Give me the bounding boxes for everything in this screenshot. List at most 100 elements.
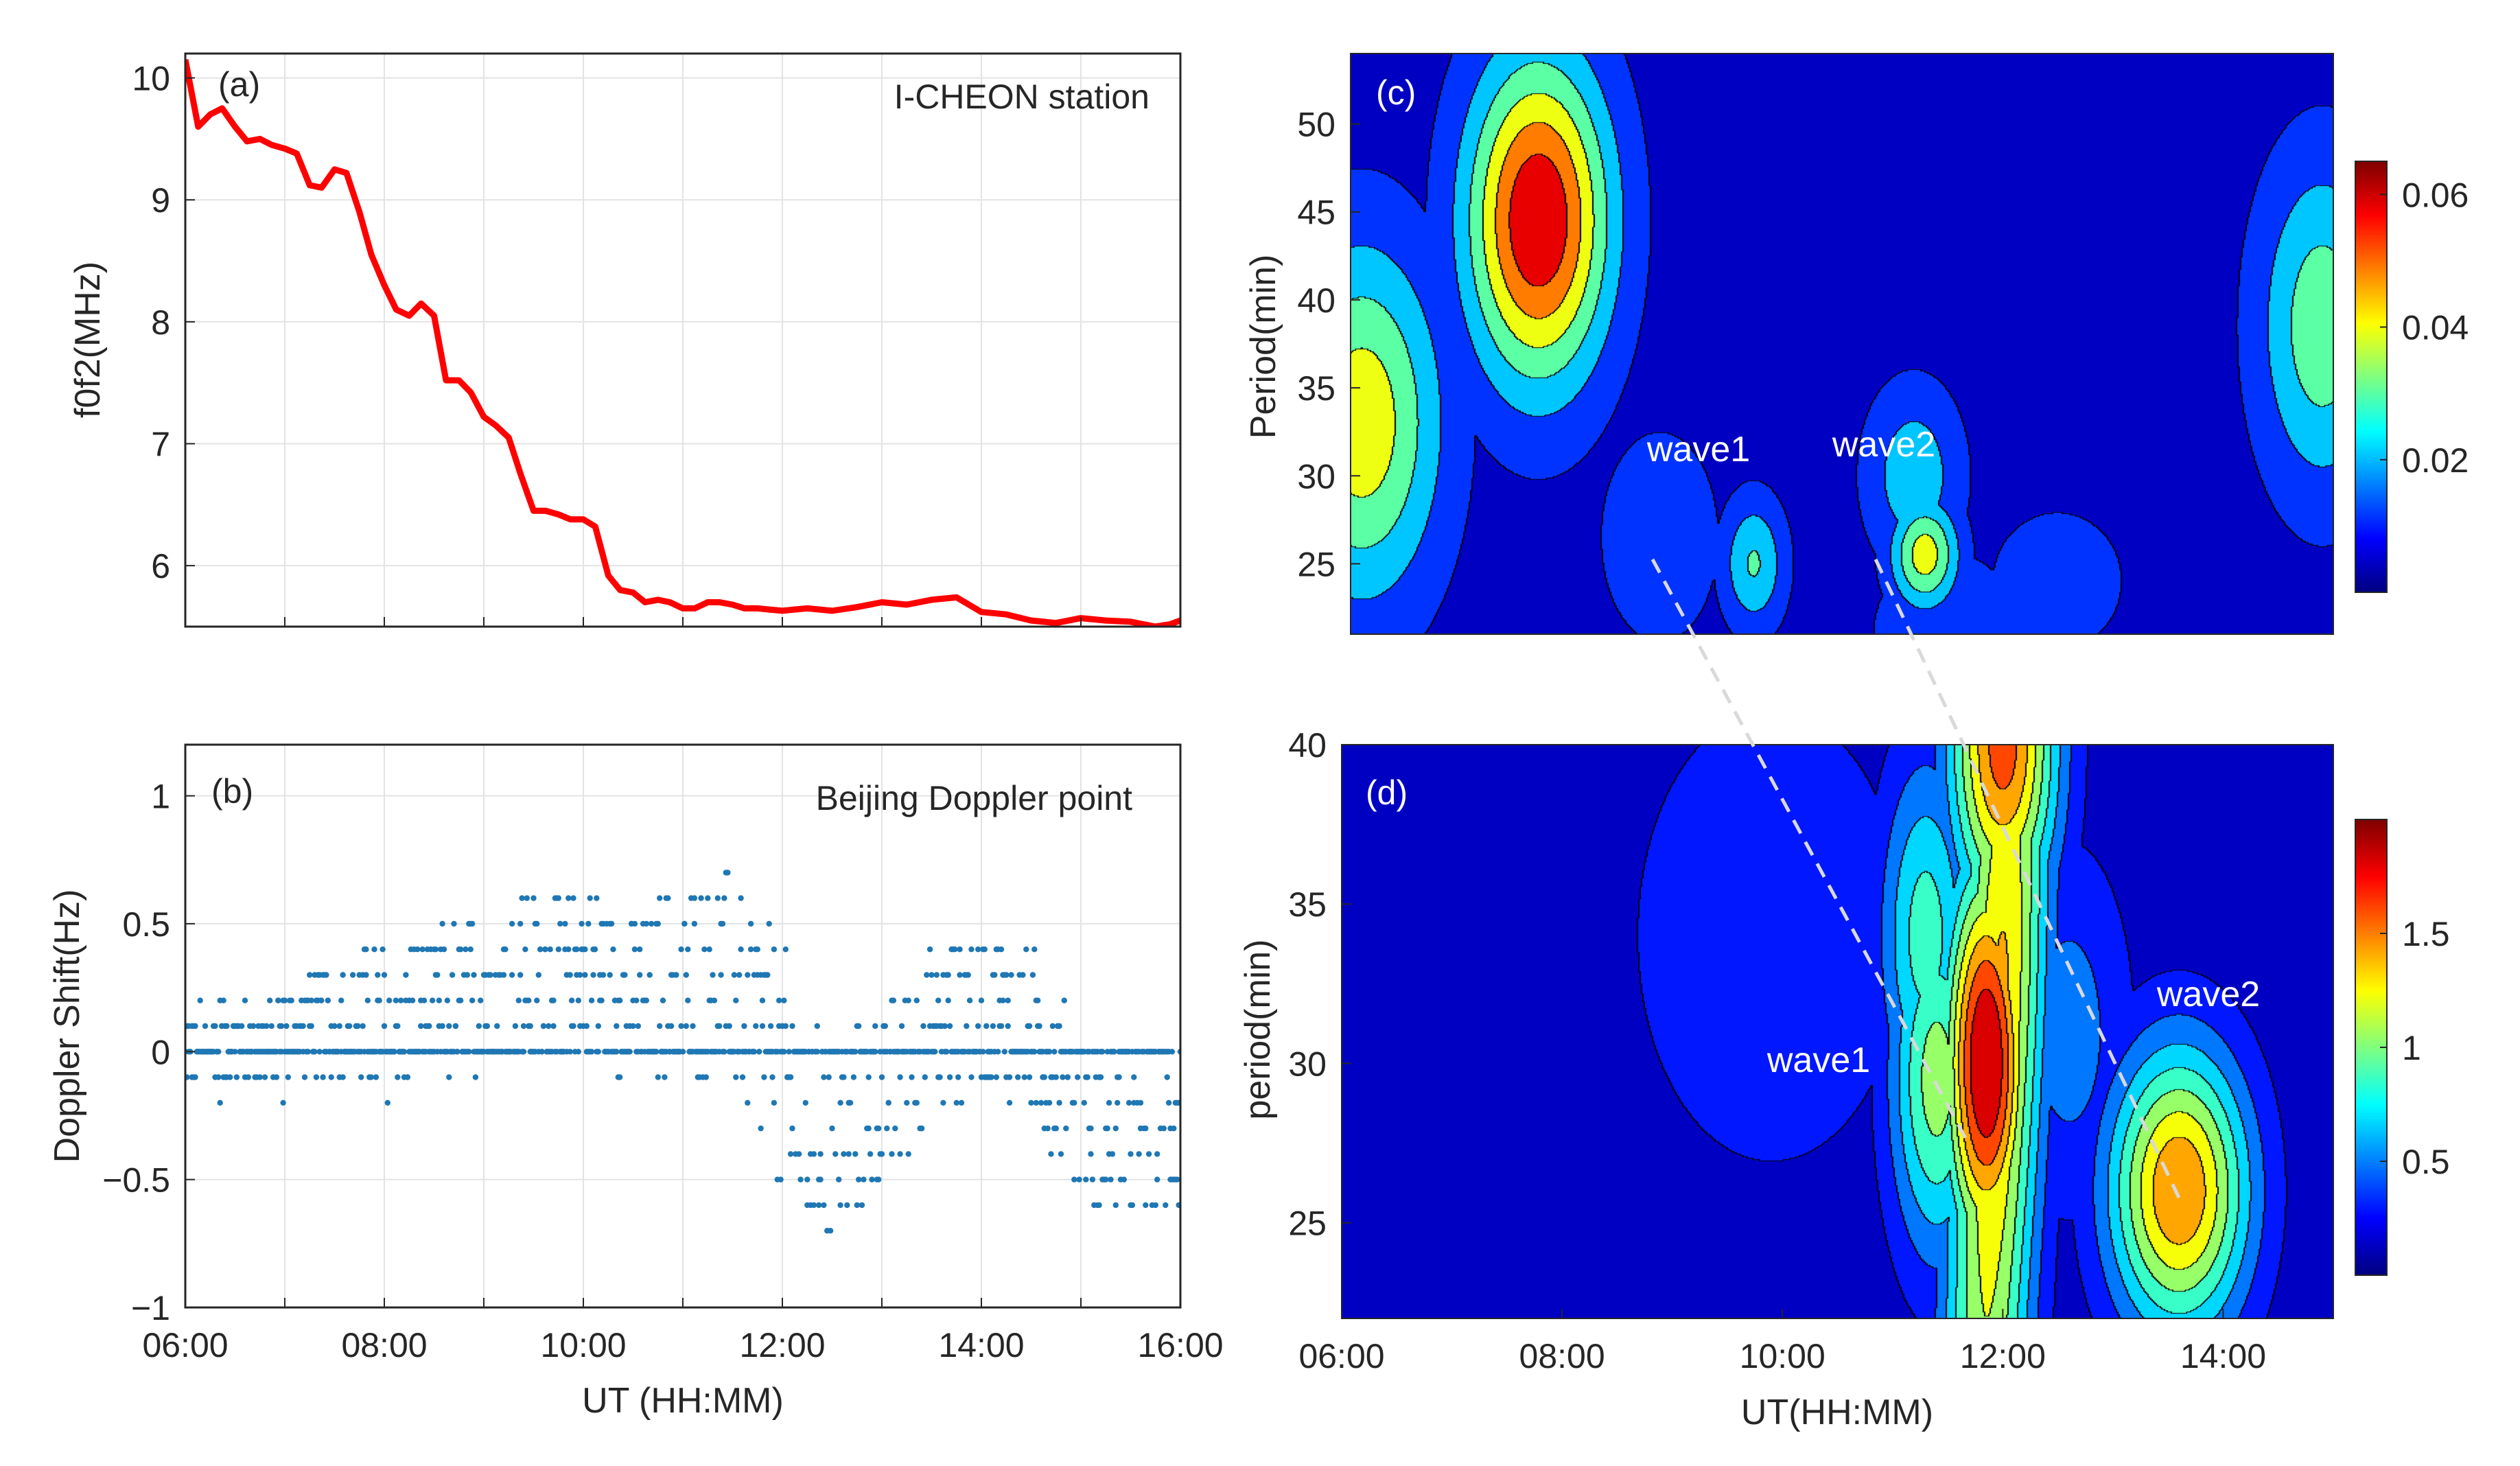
doppler-point [610, 946, 616, 953]
doppler-point [429, 997, 436, 1003]
doppler-point [1000, 997, 1006, 1003]
doppler-point [1021, 1074, 1028, 1080]
doppler-point [769, 1074, 775, 1080]
wave2-label-d: wave2 [2156, 975, 2260, 1014]
y-tick-label-c: 30 [1297, 457, 1335, 496]
ticks-b: 06:00 08:00 10:00 12:00 14:00 16:00 1 0.5 0 −0.5 −… [102, 778, 1223, 1364]
y-tick-label-c: 40 [1297, 281, 1335, 320]
x-tick-label-b: 08:00 [341, 1326, 427, 1364]
doppler-point [990, 1023, 996, 1029]
doppler-point [583, 1023, 590, 1029]
axes-box-c [1350, 53, 2334, 635]
contour-map-d [1342, 745, 2333, 1318]
doppler-point [305, 1049, 311, 1055]
doppler-point [653, 1049, 660, 1055]
doppler-point [273, 1074, 280, 1080]
doppler-point [467, 946, 474, 953]
ticks-a: 6 7 8 9 10 [132, 60, 1181, 627]
doppler-point [1001, 1049, 1008, 1055]
doppler-point [595, 1049, 601, 1055]
doppler-point [192, 1023, 198, 1029]
doppler-point [215, 1074, 222, 1080]
doppler-point [814, 1049, 821, 1055]
panel-label-b: (b) [211, 772, 253, 811]
doppler-point [185, 1074, 190, 1080]
doppler-point [380, 946, 386, 953]
doppler-point [869, 1176, 875, 1183]
doppler-point [787, 1151, 794, 1157]
doppler-point [320, 1074, 326, 1080]
doppler-point [1041, 1074, 1048, 1080]
doppler-point [797, 1176, 804, 1183]
x-tick-label-d: 08:00 [1519, 1337, 1605, 1375]
doppler-point [1089, 1176, 1096, 1183]
doppler-point [1038, 1100, 1045, 1106]
doppler-point [555, 946, 561, 953]
doppler-point [570, 1023, 576, 1029]
doppler-point [1106, 1100, 1112, 1106]
doppler-point [220, 997, 226, 1003]
doppler-point [1031, 1049, 1038, 1055]
doppler-point [826, 1074, 832, 1080]
doppler-point [250, 1023, 257, 1029]
doppler-point [1036, 1023, 1042, 1029]
doppler-point [759, 1023, 766, 1029]
doppler-point [458, 946, 464, 953]
doppler-point [668, 1023, 675, 1029]
doppler-point [966, 997, 973, 1003]
doppler-point [239, 1023, 245, 1029]
doppler-point [622, 972, 628, 978]
doppler-point [409, 997, 416, 1003]
doppler-point [524, 895, 530, 901]
doppler-point [1071, 1100, 1077, 1106]
doppler-point [446, 1023, 452, 1029]
doppler-point [458, 997, 464, 1003]
doppler-point [537, 946, 544, 953]
y-tick-label-a: 6 [151, 547, 170, 585]
doppler-point [1154, 1151, 1160, 1157]
doppler-point [1046, 1049, 1053, 1055]
doppler-point [706, 946, 712, 953]
doppler-point [288, 997, 294, 1003]
doppler-point [878, 1151, 885, 1157]
doppler-point [567, 1049, 573, 1055]
doppler-point [494, 1023, 500, 1029]
contour-d-holder [1342, 745, 2333, 1318]
doppler-point [1063, 1125, 1069, 1132]
doppler-point [444, 997, 450, 1003]
doppler-point [325, 997, 331, 1003]
doppler-point [751, 1049, 758, 1055]
doppler-point [817, 1176, 824, 1183]
y-axis-label-a: f0f2(MHz) [68, 261, 108, 418]
doppler-point [854, 1202, 861, 1209]
x-tick-label-b: 16:00 [1137, 1326, 1223, 1364]
colorbar-box-c [2355, 161, 2388, 593]
doppler-point [439, 1023, 445, 1029]
panel-label-d: (d) [1366, 773, 1408, 812]
doppler-point [404, 1074, 410, 1080]
doppler-point [515, 997, 522, 1003]
doppler-point [522, 946, 528, 953]
doppler-point [614, 1049, 620, 1055]
y-tick-label-b: −0.5 [102, 1161, 170, 1200]
doppler-point [1129, 1202, 1136, 1209]
doppler-point [415, 946, 421, 953]
doppler-point [945, 997, 951, 1003]
doppler-point [519, 895, 525, 901]
doppler-point [375, 972, 381, 978]
doppler-point [192, 1074, 198, 1080]
ticks-d: 25 30 35 40 06:00 08:00 10:00 12:00 14:00 [1288, 726, 2266, 1375]
doppler-point [637, 946, 643, 953]
doppler-point [233, 1074, 240, 1080]
doppler-point [924, 972, 930, 978]
doppler-point [1109, 1151, 1116, 1157]
doppler-point [478, 997, 484, 1003]
doppler-point [710, 972, 716, 978]
doppler-point [1015, 1074, 1021, 1080]
panel-c: 25 30 35 40 45 50 (c) wave1 wave2 Period(min)… [1244, 53, 2469, 635]
doppler-point [617, 997, 623, 1003]
doppler-point [878, 1074, 885, 1080]
y-tick-label-d: 30 [1288, 1045, 1327, 1083]
doppler-point [500, 972, 507, 978]
